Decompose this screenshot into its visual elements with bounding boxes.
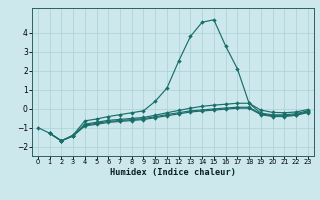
X-axis label: Humidex (Indice chaleur): Humidex (Indice chaleur): [110, 168, 236, 177]
